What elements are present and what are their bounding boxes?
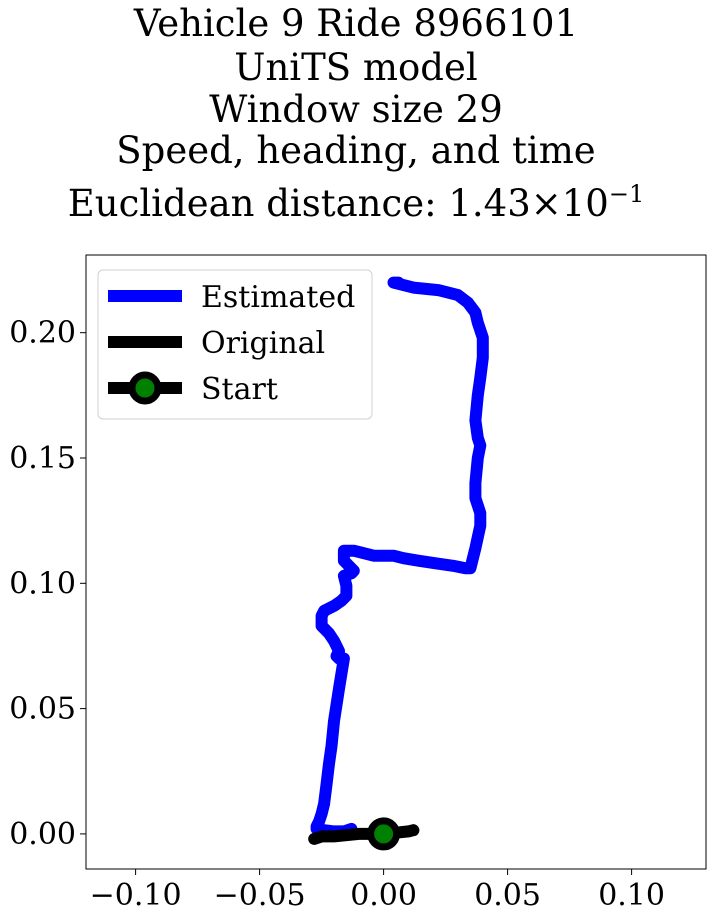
- title-line-2: UniTS model: [234, 46, 478, 89]
- legend-start-label: Start: [201, 372, 278, 407]
- legend-estimated-label: Estimated: [201, 280, 355, 315]
- y-tick-label: 0.10: [9, 566, 76, 601]
- estimated-line: [310, 276, 489, 838]
- title-line-3: Window size 29: [209, 88, 503, 131]
- x-tick-label: 0.10: [598, 878, 665, 913]
- x-tick-label: 0.05: [474, 878, 541, 913]
- legend-box: [97, 269, 373, 420]
- title-line-4: Speed, heading, and time: [116, 129, 596, 172]
- y-tick-label: 0.05: [9, 692, 76, 727]
- y-tick-label: 0.00: [9, 817, 76, 852]
- title-line-1: Vehicle 9 Ride 8966101: [133, 2, 579, 45]
- title-distance-text: Euclidean distance: 1.43×10: [67, 182, 609, 225]
- title-exponent: −1: [608, 180, 645, 208]
- x-tick-label: −0.05: [214, 878, 306, 913]
- legend: Estimated Original Start: [97, 269, 373, 420]
- legend-start-marker: [128, 371, 162, 405]
- y-axis: 0.00 0.05 0.10 0.15 0.20: [9, 316, 86, 852]
- plot-area: [308, 276, 489, 851]
- y-tick-label: 0.15: [9, 441, 76, 476]
- start-marker: [367, 817, 401, 851]
- legend-original-label: Original: [201, 326, 325, 361]
- title-line-5: Euclidean distance: 1.43×10−1: [0, 172, 712, 226]
- x-tick-label: 0.00: [350, 878, 417, 913]
- x-axis: −0.10 −0.05 0.00 0.05 0.10: [90, 869, 665, 913]
- x-tick-label: −0.10: [90, 878, 182, 913]
- plot-frame: [85, 254, 707, 870]
- original-line: [308, 824, 420, 845]
- y-tick-label: 0.20: [9, 316, 76, 351]
